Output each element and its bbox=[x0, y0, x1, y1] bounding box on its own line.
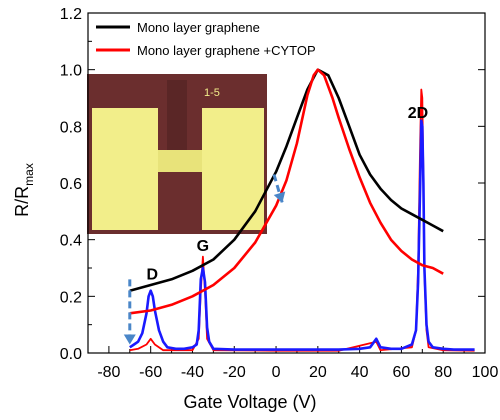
device-inset-image: 1-5 bbox=[87, 74, 267, 234]
series-line-1 bbox=[129, 68, 444, 315]
y-axis-label-main: R/R bbox=[12, 186, 32, 217]
peak-label: G bbox=[197, 238, 209, 255]
y-tick-label: 0.8 bbox=[60, 119, 82, 136]
y-tick-label: 0.4 bbox=[60, 233, 82, 250]
inset-left-electrode bbox=[92, 108, 158, 230]
y-tick-label: 1.2 bbox=[60, 6, 82, 23]
x-tick-label: -20 bbox=[223, 364, 246, 381]
legend-label-mono: Mono layer graphene bbox=[137, 20, 260, 35]
y-tick-label: 0.0 bbox=[60, 346, 82, 363]
inset-gap bbox=[167, 80, 187, 150]
inset-channel bbox=[158, 150, 202, 172]
x-axis-label: Gate Voltage (V) bbox=[183, 392, 316, 412]
arrow-head-0 bbox=[123, 334, 136, 345]
legend-label-cytop: Mono layer graphene +CYTOP bbox=[137, 43, 316, 58]
x-tick-label: 80 bbox=[434, 364, 452, 381]
peak-label: D bbox=[147, 266, 159, 283]
y-tick-labels: 0.0 0.2 0.4 0.6 0.8 1.0 1.2 bbox=[60, 6, 82, 363]
series-layer bbox=[129, 68, 475, 352]
y-tick-label: 1.0 bbox=[60, 63, 82, 80]
inset-right-electrode bbox=[202, 108, 264, 230]
peak-annotations: D G 2D bbox=[147, 105, 429, 284]
y-tick-label: 0.2 bbox=[60, 289, 82, 306]
x-tick-label: 40 bbox=[351, 364, 369, 381]
legend: Mono layer graphene Mono layer graphene … bbox=[96, 20, 316, 58]
series-line-2 bbox=[129, 119, 475, 351]
x-tick-label: -40 bbox=[181, 364, 204, 381]
arrow-layer bbox=[123, 174, 286, 345]
x-tick-label: 60 bbox=[393, 364, 411, 381]
plot-frame bbox=[87, 12, 486, 354]
peak-label: 2D bbox=[408, 105, 428, 122]
x-tick-label: 100 bbox=[472, 364, 499, 381]
x-tick-label: 0 bbox=[272, 364, 281, 381]
x-tick-label: -60 bbox=[139, 364, 162, 381]
x-tick-labels: -80 -60 -40 -20 0 20 40 60 80 100 bbox=[97, 364, 498, 381]
y-axis-label: R/Rmax bbox=[12, 163, 36, 217]
y-tick-label: 0.6 bbox=[60, 176, 82, 193]
series-line-0 bbox=[129, 68, 444, 292]
inset-label: 1-5 bbox=[204, 87, 220, 99]
arrow-head-1 bbox=[273, 191, 286, 203]
x-tick-label: -80 bbox=[97, 364, 120, 381]
y-axis-label-sub: max bbox=[22, 163, 36, 186]
x-tick-label: 20 bbox=[309, 364, 327, 381]
